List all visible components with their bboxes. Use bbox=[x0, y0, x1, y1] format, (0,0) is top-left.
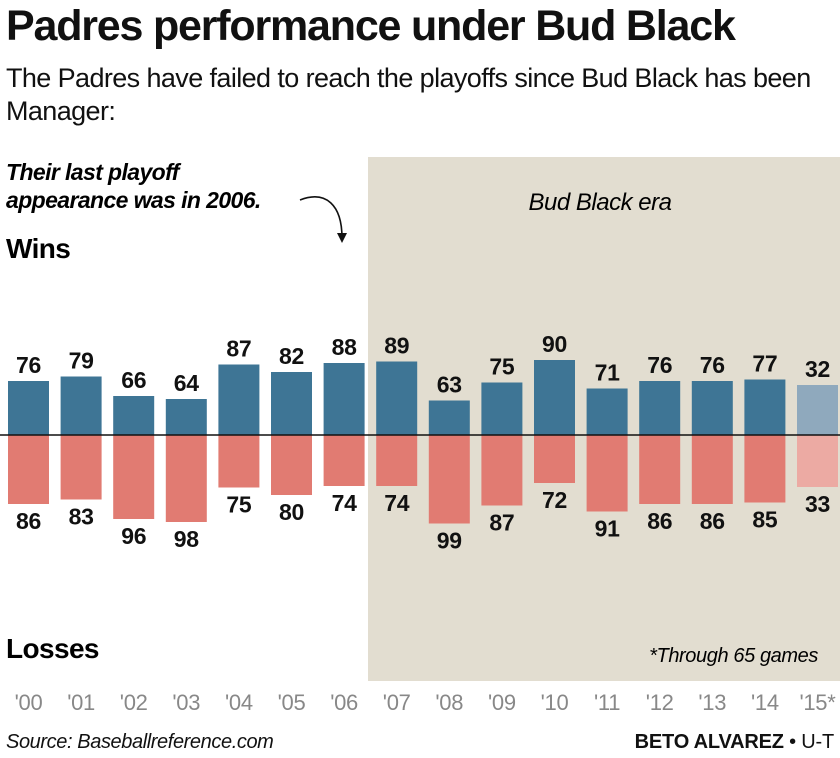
x-tick-label: '03 bbox=[172, 690, 200, 715]
wins-label: Wins bbox=[6, 233, 70, 264]
wins-bar bbox=[797, 385, 838, 435]
losses-bar bbox=[60, 435, 102, 500]
losses-bar bbox=[218, 435, 260, 488]
wins-bar bbox=[218, 364, 260, 435]
wins-value-label: 89 bbox=[384, 333, 409, 359]
x-tick-label: '13 bbox=[698, 690, 726, 715]
losses-value-label: 91 bbox=[595, 516, 620, 542]
wins-value-label: 77 bbox=[752, 351, 777, 377]
wins-value-label: 66 bbox=[121, 367, 146, 393]
losses-bar bbox=[586, 435, 628, 512]
wins-value-label: 76 bbox=[700, 352, 725, 378]
wins-value-label: 82 bbox=[279, 343, 304, 369]
x-tick-label: '10 bbox=[541, 690, 569, 715]
losses-value-label: 98 bbox=[174, 526, 199, 552]
losses-bar bbox=[271, 435, 312, 495]
wins-bar bbox=[376, 361, 418, 435]
footnote: *Through 65 games bbox=[649, 645, 818, 667]
credit-separator: • bbox=[783, 731, 802, 753]
losses-bar bbox=[8, 435, 49, 504]
x-tick-label: '01 bbox=[67, 690, 95, 715]
x-tick-label: '00 bbox=[15, 690, 43, 715]
wins-bar bbox=[8, 381, 49, 435]
losses-value-label: 72 bbox=[542, 487, 567, 513]
wins-value-label: 64 bbox=[174, 370, 199, 396]
wins-value-label: 32 bbox=[805, 356, 830, 382]
annotation-line-2: appearance was in 2006. bbox=[6, 187, 261, 213]
losses-value-label: 83 bbox=[69, 504, 94, 530]
losses-bar bbox=[428, 435, 470, 524]
losses-bar bbox=[481, 435, 523, 506]
wins-value-label: 75 bbox=[489, 354, 514, 380]
losses-value-label: 75 bbox=[226, 492, 251, 518]
losses-value-label: 99 bbox=[437, 528, 462, 554]
losses-bar bbox=[323, 435, 365, 486]
x-tick-label: '12 bbox=[646, 690, 674, 715]
losses-value-label: 86 bbox=[647, 508, 672, 534]
x-tick-label: '15* bbox=[799, 690, 836, 715]
losses-bar bbox=[691, 435, 733, 504]
wins-value-label: 90 bbox=[542, 331, 567, 357]
wins-value-label: 63 bbox=[437, 372, 462, 398]
x-tick-label: '04 bbox=[225, 690, 253, 715]
wins-bar bbox=[271, 372, 312, 435]
wins-bar bbox=[534, 360, 575, 435]
era-label: Bud Black era bbox=[529, 189, 672, 216]
x-tick-label: '11 bbox=[594, 690, 620, 715]
wins-value-label: 88 bbox=[332, 334, 357, 360]
bar-chart: 76 86 '00 79 83 '01 66 96 '02 64 98 '03 87 75 '04 82 80 '… bbox=[0, 157, 840, 715]
losses-value-label: 86 bbox=[700, 508, 725, 534]
wins-bar bbox=[481, 382, 523, 435]
x-tick-label: '02 bbox=[120, 690, 148, 715]
wins-value-label: 76 bbox=[647, 352, 672, 378]
x-tick-label: '06 bbox=[330, 690, 358, 715]
losses-bar bbox=[534, 435, 575, 483]
wins-value-label: 87 bbox=[226, 336, 251, 362]
wins-bar bbox=[165, 399, 207, 435]
losses-value-label: 86 bbox=[16, 508, 41, 534]
losses-label: Losses bbox=[6, 633, 99, 664]
losses-value-label: 80 bbox=[279, 499, 304, 525]
wins-value-label: 76 bbox=[16, 352, 41, 378]
losses-value-label: 85 bbox=[752, 507, 777, 533]
losses-value-label: 74 bbox=[384, 490, 409, 516]
wins-bar bbox=[323, 363, 365, 435]
wins-value-label: 71 bbox=[595, 360, 620, 386]
x-tick-label: '05 bbox=[278, 690, 306, 715]
wins-value-label: 79 bbox=[69, 348, 94, 374]
credit: BETO ALVAREZ • U-T bbox=[634, 731, 835, 754]
labels-group: 76 86 '00 79 83 '01 66 96 '02 64 98 '03 87 75 '04 82 80 '… bbox=[15, 331, 837, 715]
x-tick-label: '08 bbox=[435, 690, 463, 715]
x-tick-label: '07 bbox=[383, 690, 411, 715]
losses-bar bbox=[797, 435, 838, 487]
source-note: Source: Baseballreference.com bbox=[6, 731, 274, 753]
wins-bar bbox=[60, 376, 102, 435]
losses-value-label: 33 bbox=[805, 491, 830, 517]
wins-bar bbox=[744, 379, 786, 435]
chart-title: Padres performance under Bud Black bbox=[6, 2, 736, 50]
wins-bar bbox=[428, 400, 470, 435]
credit-org: U-T bbox=[801, 731, 834, 753]
losses-value-label: 96 bbox=[121, 523, 146, 549]
x-tick-label: '09 bbox=[488, 690, 516, 715]
credit-name: BETO ALVAREZ bbox=[634, 731, 784, 753]
losses-value-label: 87 bbox=[489, 510, 514, 536]
annotation-line-1: Their last playoff bbox=[6, 159, 182, 185]
losses-bar bbox=[639, 435, 681, 504]
x-tick-label: '14 bbox=[751, 690, 779, 715]
losses-bar bbox=[113, 435, 155, 519]
losses-bar bbox=[744, 435, 786, 503]
wins-bar bbox=[113, 396, 155, 435]
losses-bar bbox=[165, 435, 207, 522]
wins-bar bbox=[691, 381, 733, 435]
annotation-arrow bbox=[299, 196, 347, 243]
bars-group bbox=[8, 360, 838, 524]
wins-bar bbox=[639, 381, 681, 435]
losses-value-label: 74 bbox=[332, 490, 357, 516]
chart-subtitle: The Padres have failed to reach the play… bbox=[6, 63, 811, 126]
losses-bar bbox=[376, 435, 418, 486]
wins-bar bbox=[586, 388, 628, 435]
